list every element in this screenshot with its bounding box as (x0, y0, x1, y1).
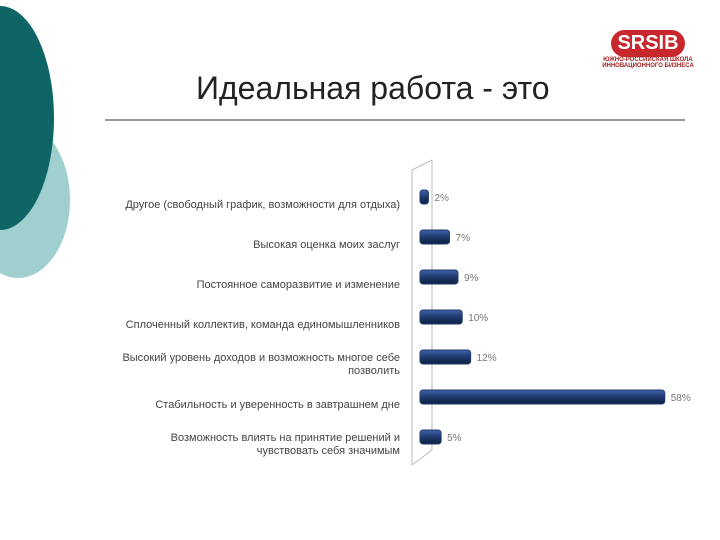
logo-text: ЮЖНО-РОССИЙСКАЯ ШКОЛА (603, 57, 693, 63)
category-label: Другое (свободный график, возможности дл… (125, 198, 400, 211)
logo-name: SRSIB (611, 30, 685, 57)
category-label: Постоянное саморазвитие и изменение (196, 278, 400, 291)
value-label: 2% (434, 193, 449, 204)
category-label: Высокий уровень доходов и возможность мн… (122, 352, 400, 377)
bar (419, 189, 429, 205)
category-label: Сплоченный коллектив, команда единомышле… (125, 318, 400, 331)
decor-circle (0, 6, 54, 230)
value-label: 58% (671, 393, 691, 404)
category-label: Стабильность и уверенность в завтрашнем … (155, 398, 400, 411)
bar (419, 349, 472, 365)
bar (419, 229, 451, 245)
bar (419, 309, 463, 325)
bar (419, 389, 666, 405)
value-label: 9% (464, 273, 479, 284)
category-label: Высокая оценка моих заслуг (253, 238, 400, 251)
value-label: 7% (456, 233, 471, 244)
bar (419, 429, 442, 445)
category-label: Возможность влиять на принятие решений и… (170, 432, 400, 457)
logo-text: ИННОВАЦИОННОГО БИЗНЕСА (602, 63, 694, 69)
slide-title: Идеальная работа - это (196, 70, 550, 106)
value-label: 10% (468, 313, 488, 324)
axis (411, 159, 433, 171)
bar (419, 269, 459, 285)
axis (411, 449, 433, 466)
value-label: 5% (447, 433, 462, 444)
value-label: 12% (477, 353, 497, 364)
logo: SRSIB ЮЖНО-РОССИЙСКАЯ ШКОЛА ИННОВАЦИОННО… (598, 12, 698, 69)
